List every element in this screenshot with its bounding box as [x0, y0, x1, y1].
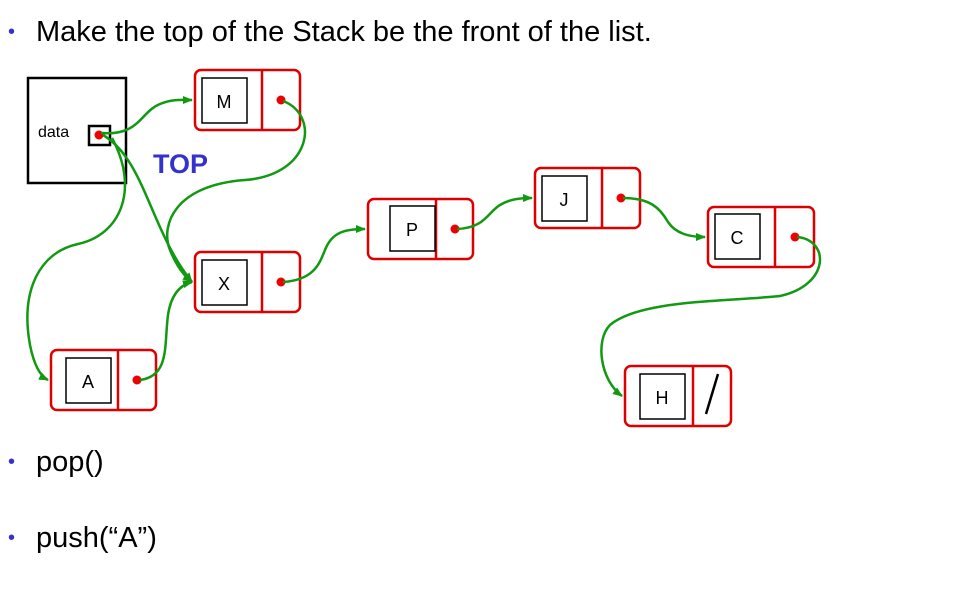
- pop-text: pop(): [36, 446, 104, 478]
- null-pointer-slash: [704, 373, 720, 415]
- bullet-dot: •: [8, 451, 16, 473]
- data-field-label: data: [38, 124, 69, 141]
- arrow-m-to-x: [165, 99, 307, 283]
- node-m-value: M: [217, 92, 232, 112]
- node-a-value: A: [82, 372, 94, 392]
- node-p-next-dot: [450, 224, 460, 234]
- bullet-dot: •: [8, 527, 16, 549]
- push-text: push(“A”): [36, 522, 157, 554]
- node-j-value: J: [560, 190, 569, 210]
- arrow-p-to-j: [456, 194, 533, 231]
- node-a: A: [49, 348, 158, 412]
- arrow-j-to-c: [622, 196, 706, 241]
- bullet-pop: • pop(): [8, 446, 104, 479]
- bullet-title: • Make the top of the Stack be the front…: [8, 16, 652, 49]
- node-m: M: [193, 68, 302, 132]
- node-x-next-dot: [276, 277, 286, 287]
- title-text: Make the top of the Stack be the front o…: [36, 16, 652, 48]
- node-c-value: C: [731, 228, 744, 248]
- arrow-data-to-a: [26, 137, 127, 382]
- node-j: J: [533, 166, 642, 230]
- node-p: P: [366, 197, 475, 261]
- node-m-next-dot: [276, 95, 286, 105]
- node-x: X: [193, 250, 302, 314]
- bullet-push: • push(“A”): [8, 522, 157, 555]
- node-c: C: [706, 205, 816, 269]
- bullet-dot: •: [8, 21, 16, 43]
- arrow-data-to-m: [100, 95, 193, 135]
- stack-object: data: [26, 76, 128, 185]
- node-c-next-dot: [790, 232, 800, 242]
- arrow-a-to-x: [139, 280, 193, 382]
- node-j-next-dot: [616, 193, 626, 203]
- arrow-x-to-p: [282, 225, 366, 284]
- node-a-next-dot: [132, 375, 142, 385]
- node-h-value: H: [656, 388, 669, 408]
- node-h: H: [623, 364, 733, 428]
- node-x-value: X: [218, 274, 230, 294]
- node-p-value: P: [406, 220, 418, 240]
- arrow-c-to-h: [600, 235, 822, 398]
- top-label: TOP: [153, 149, 208, 179]
